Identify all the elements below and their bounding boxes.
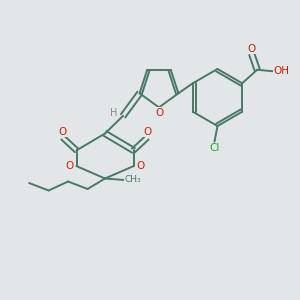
Text: O: O xyxy=(58,127,66,137)
Text: Cl: Cl xyxy=(209,143,220,153)
Text: O: O xyxy=(66,161,74,171)
Text: O: O xyxy=(155,108,163,118)
Text: O: O xyxy=(144,127,152,137)
Text: O: O xyxy=(248,44,256,54)
Text: H: H xyxy=(110,108,118,118)
Text: CH₃: CH₃ xyxy=(124,176,141,184)
Text: O: O xyxy=(136,161,144,171)
Text: OH: OH xyxy=(273,66,289,76)
